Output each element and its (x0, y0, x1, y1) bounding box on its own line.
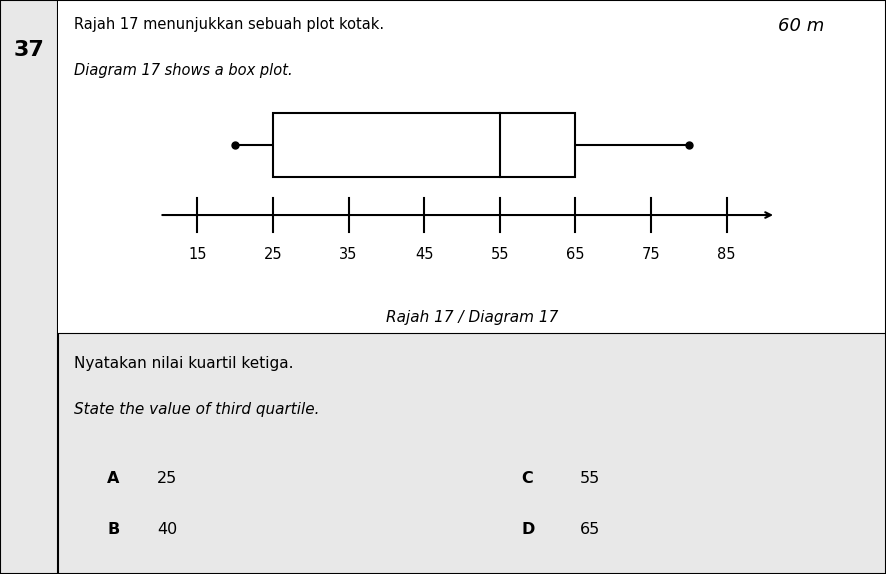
Text: Nyatakan nilai kuartil ketiga.: Nyatakan nilai kuartil ketiga. (74, 356, 293, 371)
Text: 37: 37 (13, 40, 44, 60)
Text: Diagram 17 shows a box plot.: Diagram 17 shows a box plot. (74, 63, 292, 78)
Text: 55: 55 (491, 247, 509, 262)
Text: 60 m: 60 m (778, 17, 825, 35)
Text: 25: 25 (264, 247, 283, 262)
Text: 35: 35 (339, 247, 358, 262)
Text: 15: 15 (188, 247, 206, 262)
Bar (273, 113, 576, 177)
Text: D: D (522, 522, 535, 537)
Text: 25: 25 (157, 471, 177, 486)
Text: C: C (522, 471, 533, 486)
Text: 45: 45 (415, 247, 433, 262)
Text: State the value of third quartile.: State the value of third quartile. (74, 402, 320, 417)
Text: Rajah 17 menunjukkan sebuah plot kotak.: Rajah 17 menunjukkan sebuah plot kotak. (74, 17, 385, 32)
Text: 65: 65 (566, 247, 585, 262)
Text: 55: 55 (579, 471, 600, 486)
Text: Rajah 17 / Diagram 17: Rajah 17 / Diagram 17 (385, 310, 558, 325)
Text: 40: 40 (157, 522, 177, 537)
FancyBboxPatch shape (58, 0, 886, 333)
Text: 75: 75 (641, 247, 660, 262)
Text: 65: 65 (579, 522, 600, 537)
Text: A: A (107, 471, 120, 486)
Text: B: B (107, 522, 120, 537)
Text: 85: 85 (718, 247, 736, 262)
